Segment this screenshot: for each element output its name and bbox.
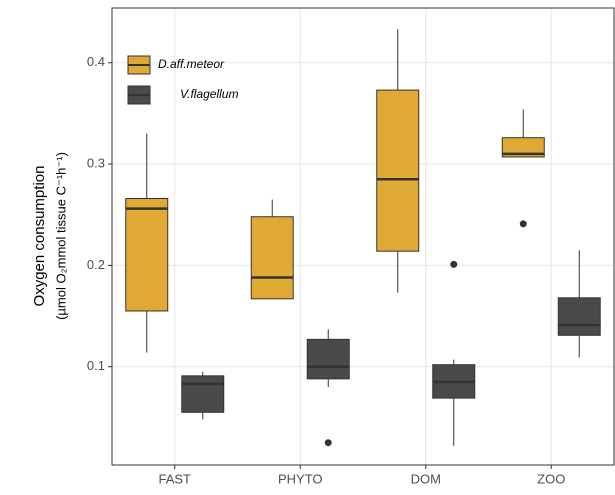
box	[250, 216, 294, 300]
y-tick-label: 0.2	[87, 257, 105, 272]
outlier	[519, 220, 527, 228]
outlier	[324, 439, 332, 447]
outlier	[450, 260, 458, 268]
box	[181, 375, 225, 413]
x-tick-label: PHYTO	[278, 471, 323, 486]
x-tick-label: DOM	[411, 471, 441, 486]
y-tick-label: 0.1	[87, 358, 105, 373]
y-tick-label: 0.4	[87, 54, 105, 69]
panel-border	[111, 7, 615, 466]
box	[501, 137, 545, 158]
legend-label: V.flagellum	[180, 87, 238, 101]
x-tick-label: FAST	[158, 471, 191, 486]
x-tick-label: ZOO	[537, 471, 565, 486]
legend-label: D.aff.meteor	[158, 57, 225, 71]
y-axis-title: Oxygen consumption	[31, 166, 48, 307]
box	[125, 198, 169, 312]
box	[306, 338, 350, 380]
box	[376, 89, 420, 252]
y-tick-label: 0.3	[87, 155, 105, 170]
y-axis-subtitle: (µmol O₂mmol tissue C⁻¹h⁻¹)	[53, 152, 68, 320]
box	[557, 297, 601, 336]
